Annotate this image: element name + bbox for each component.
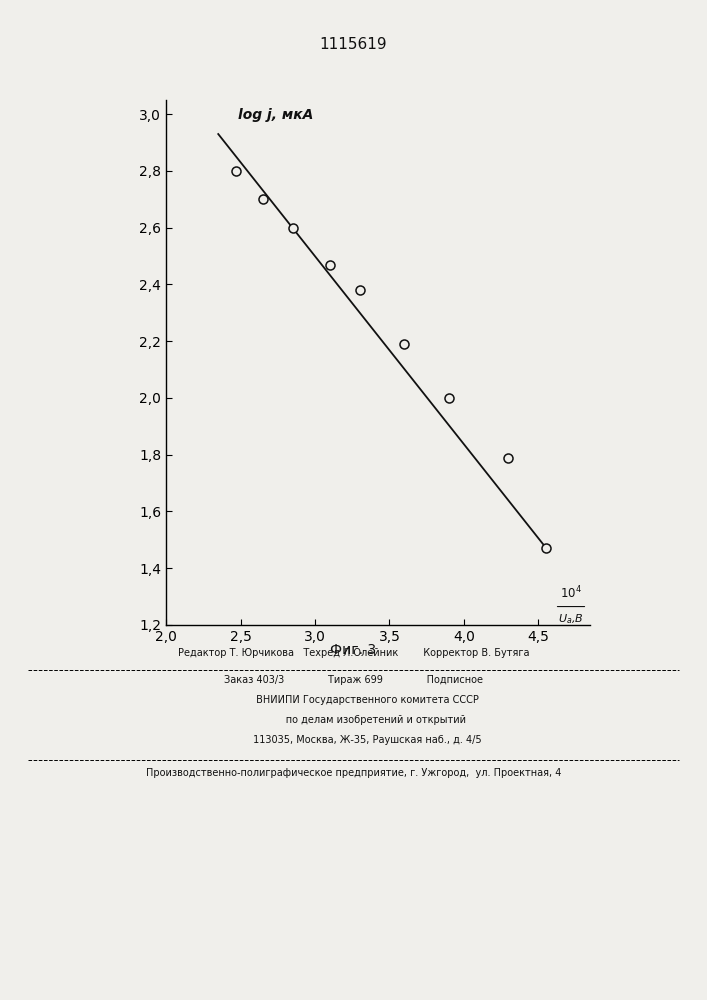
Text: $U_a$,В: $U_a$,В	[558, 612, 584, 626]
Text: ВНИИПИ Государственного комитета СССР: ВНИИПИ Государственного комитета СССР	[228, 695, 479, 705]
Text: Фиг. 3: Фиг. 3	[330, 643, 377, 657]
Text: Заказ 403/3              Тираж 699              Подписное: Заказ 403/3 Тираж 699 Подписное	[224, 675, 483, 685]
Text: Производственно-полиграфическое предприятие, г. Ужгород,  ул. Проектная, 4: Производственно-полиграфическое предприя…	[146, 768, 561, 778]
Text: 113035, Москва, Ж-35, Раушская наб., д. 4/5: 113035, Москва, Ж-35, Раушская наб., д. …	[226, 735, 481, 745]
Text: log j, мкА: log j, мкА	[238, 108, 314, 122]
Text: $10^4$: $10^4$	[560, 584, 582, 601]
Text: 1115619: 1115619	[320, 37, 387, 52]
Text: Редактор Т. Юрчикова   Техред Л.Олейник        Корректор В. Бутяга: Редактор Т. Юрчикова Техред Л.Олейник Ко…	[177, 648, 530, 658]
Text: по делам изобретений и открытий: по делам изобретений и открытий	[242, 715, 465, 725]
